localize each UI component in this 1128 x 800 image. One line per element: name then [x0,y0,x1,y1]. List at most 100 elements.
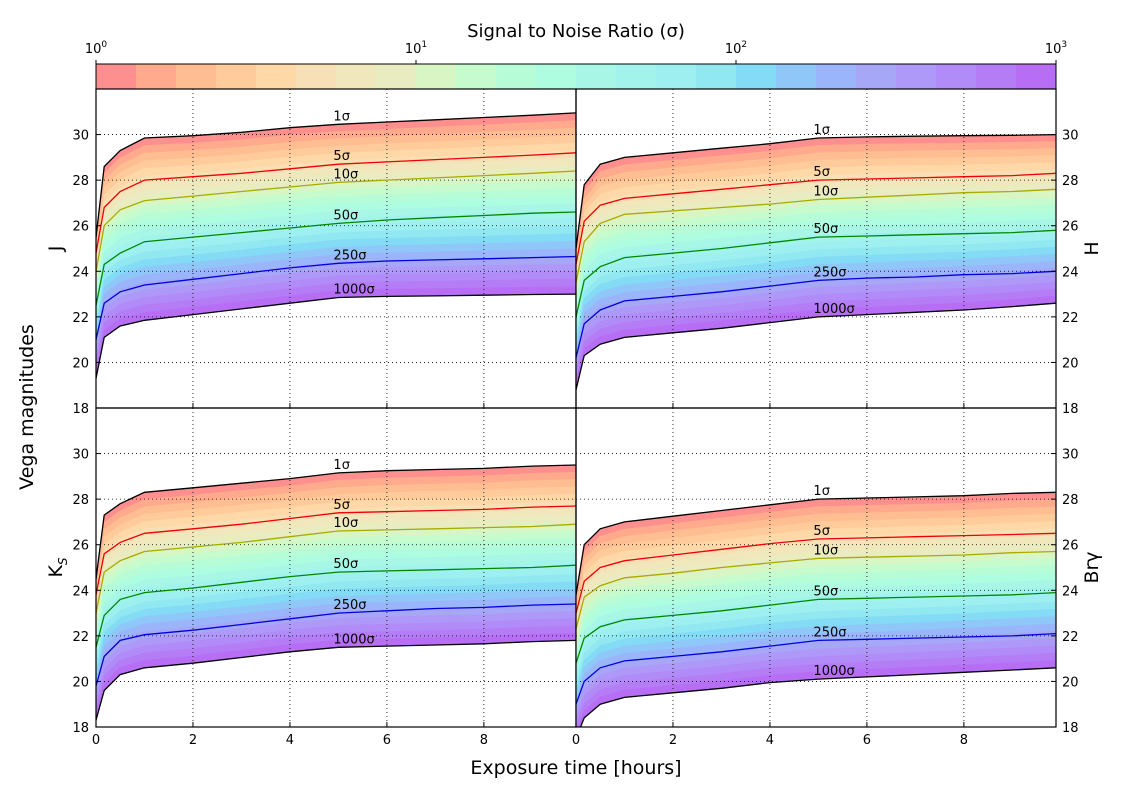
contour-line-250σ [96,255,576,340]
y-tick-label: 30 [72,129,89,144]
colorbar-segment [336,64,377,89]
y-tick-label: 28 [1062,174,1079,189]
colorbar: 100 101 102 103 [85,40,1067,90]
contour-label: 250σ [333,598,366,613]
contour-line-10σ [576,550,1056,630]
contour-label: 10σ [813,543,838,558]
contour-line-5σ [96,505,576,595]
y-tick-label: 26 [1062,539,1079,554]
contour-label: 250σ [813,265,846,280]
y-tick-label: 18 [72,402,89,417]
colorbar-segment [976,64,1017,89]
colorbar-segment [136,64,177,89]
contour-label: 10σ [813,185,838,200]
plot-area: 1σ 5σ 10σ 50σ 250σ 1000σ [576,89,1056,408]
colorbar-segment [456,64,497,89]
x-tick-label: 2 [669,733,677,748]
contour-label: 1σ [333,109,350,124]
contour-line-10σ [96,170,576,272]
contour-label: 1000σ [813,302,854,317]
contour-label: 10σ [333,167,358,182]
contour-label: 50σ [333,208,358,223]
x-tick-label: 2 [189,733,197,748]
panel-top-left: 1σ 5σ 10σ 50σ 250σ 1000σ 18 20 22 24 26 28 30 J [45,88,577,417]
y-tick-label: 28 [72,493,89,508]
colorbar-segment [936,64,977,89]
contour-line-1σ [576,133,1056,249]
y-tick-label: 20 [72,356,89,371]
y-tick-label: 22 [1062,311,1079,326]
contour-line-1σ [96,112,576,238]
y-tick-label: 28 [1062,493,1079,508]
contour-label: 1σ [813,123,830,138]
colorbar-segment [776,64,817,89]
colorbar-tick-label: 103 [1045,40,1067,57]
y-tick-label: 22 [1062,630,1079,645]
colorbar-segment [96,64,137,89]
band-label: J [45,246,67,253]
x-tick-label: 0 [92,733,100,748]
y-tick-label: 20 [1062,675,1079,690]
x-tick-label: 8 [480,733,488,748]
contour-line-50σ [96,564,576,648]
contour-label: 1000σ [333,282,374,297]
x-tick-label: 6 [383,733,391,748]
contour-line-1σ [576,491,1056,595]
y-tick-label: 26 [72,539,89,554]
band-label: H [1081,241,1103,255]
contour-line-1000σ [96,293,576,379]
y-tick-label: 24 [72,265,89,280]
y-tick-label: 28 [72,174,89,189]
y-tick-label: 18 [72,721,89,736]
colorbar-segment [176,64,217,89]
contour-line-1000σ [576,302,1056,390]
y-tick-label: 20 [72,675,89,690]
colorbar-segment [496,64,537,89]
contour-line-1σ [96,464,576,579]
colorbar-segment [1016,64,1057,89]
contour-line-10σ [96,523,576,614]
colorbar-tick-label: 100 [85,40,108,57]
band-label: Brγ [1081,551,1103,583]
contour-label: 5σ [333,149,350,164]
contour-label: 1σ [333,458,350,473]
colorbar-segment [256,64,297,89]
contour-line-10σ [576,188,1056,283]
colorbar-segment [816,64,857,89]
y-tick-label: 30 [72,448,89,463]
contour-label: 1000σ [333,632,374,647]
y-tick-label: 30 [1062,448,1079,463]
contour-line-50σ [96,211,576,306]
contour-label: 50σ [333,557,358,572]
x-tick-label: 6 [863,733,871,748]
contour-line-1000σ [579,667,1056,727]
contour-label: 50σ [813,222,838,237]
grid [96,89,576,408]
contour-label: 5σ [813,165,830,180]
y-tick-label: 18 [1062,402,1079,417]
colorbar-segment [856,64,897,89]
panel-top-right: 1σ 5σ 10σ 50σ 250σ 1000σ 18 20 22 24 26 28 30 H [575,88,1103,417]
y-tick-label: 22 [72,311,89,326]
colorbar-segment [576,64,617,89]
contour-label: 250σ [333,248,366,263]
contour-line-5σ [96,152,576,254]
panel-frame [575,407,1057,728]
colorbar-tick-label: 102 [725,40,747,57]
grid [96,408,576,727]
contour-label: 5σ [813,524,830,539]
plot-area: 1σ 5σ 10σ 50σ 250σ 1000σ [96,408,576,727]
colorbar-label: Signal to Noise Ratio (σ) [467,21,685,42]
plot-area: 1σ 5σ 10σ 50σ 250σ 1000σ [576,408,1056,727]
x-axis-label: Exposure time [hours] [470,757,681,779]
colorbar-segment [416,64,457,89]
contour-line-50σ [576,229,1056,318]
y-tick-label: 24 [1062,584,1079,599]
contour-label: 5σ [333,498,350,513]
y-tick-label: 22 [72,630,89,645]
colorbar-segment [896,64,937,89]
y-tick-label: 26 [72,220,89,235]
colorbar-segment [536,64,577,89]
